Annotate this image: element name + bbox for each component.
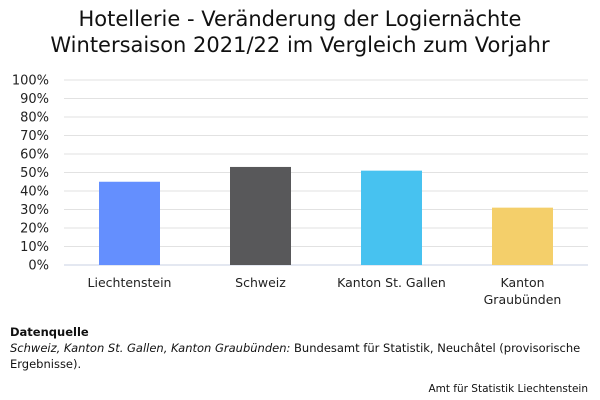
bar-chart: 0% 10% 20% 30% 40% 50% 60% 70% 80% 90% 100% Liecht…: [12, 74, 588, 307]
y-tick-label: 80%: [20, 111, 49, 126]
bar-kanton-st-gallen: [361, 170, 422, 265]
y-tick-label: 60%: [20, 148, 49, 163]
y-axis-ticks: 0% 10% 20% 30% 40% 50% 60% 70% 80% 90% 100%: [12, 74, 49, 274]
y-tick-label: 10%: [20, 240, 49, 255]
x-tick-label: Graubünden: [484, 292, 562, 307]
x-axis-labels: Liechtenstein Schweiz Kanton St. Gallen Kan…: [88, 275, 562, 307]
y-tick-label: 0%: [28, 259, 49, 274]
credit: Amt für Statistik Liechtenstein: [428, 383, 588, 395]
bars: [99, 166, 553, 265]
y-tick-label: 40%: [20, 185, 49, 200]
x-tick-label: Liechtenstein: [88, 275, 172, 290]
bar-schweiz: [230, 166, 291, 265]
y-tick-label: 20%: [20, 222, 49, 237]
x-tick-label: Kanton: [500, 275, 544, 290]
y-tick-label: 30%: [20, 203, 49, 218]
data-source: Datenquelle Schweiz, Kanton St. Gallen, …: [10, 324, 595, 372]
source-italic: Schweiz, Kanton St. Gallen, Kanton Graub…: [10, 341, 291, 355]
y-tick-label: 50%: [20, 166, 49, 181]
bar-kanton-graub-nden: [492, 207, 553, 265]
y-tick-label: 70%: [20, 129, 49, 144]
chart-title-line-2: Wintersaison 2021/22 im Vergleich zum Vo…: [50, 33, 550, 57]
x-tick-label: Schweiz: [235, 275, 286, 290]
y-tick-label: 90%: [20, 92, 49, 107]
bar-liechtenstein: [99, 181, 160, 265]
source-text: Schweiz, Kanton St. Gallen, Kanton Graub…: [10, 340, 595, 372]
source-body: Bundesamt für Statistik, Neuchâtel (prov…: [10, 341, 581, 371]
chart-title: Hotellerie - Veränderung der Logiernächt…: [0, 6, 600, 58]
y-tick-label: 100%: [12, 74, 49, 89]
x-tick-label: Kanton St. Gallen: [337, 275, 446, 290]
chart-title-line-1: Hotellerie - Veränderung der Logiernächt…: [78, 7, 522, 31]
source-heading: Datenquelle: [10, 325, 89, 339]
